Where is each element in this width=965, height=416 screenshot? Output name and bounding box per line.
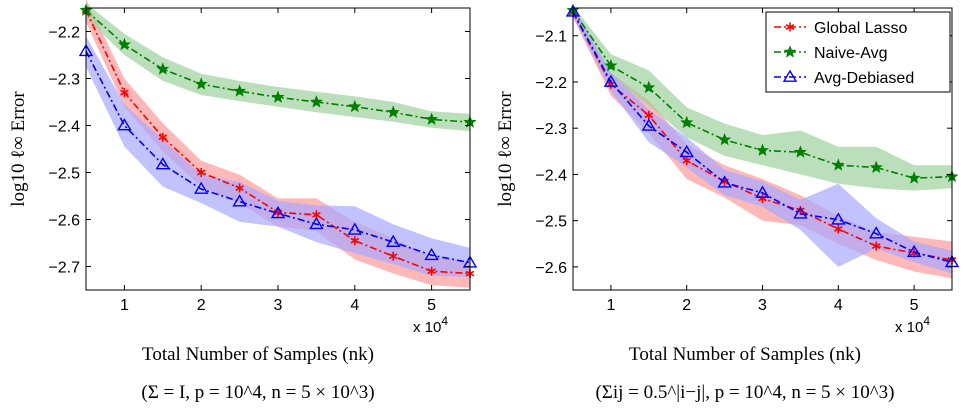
data-point-naive-avg xyxy=(233,84,247,97)
x-axis-label: Total Number of Samples (nk) xyxy=(629,344,861,365)
data-point-naive-avg xyxy=(194,77,208,90)
data-point-avg-debiased xyxy=(347,222,363,235)
data-point-global-lasso xyxy=(833,224,843,234)
confidence-band-avg-debiased xyxy=(86,36,470,277)
data-point-avg-debiased xyxy=(755,185,770,198)
series-line-avg-debiased xyxy=(85,50,471,264)
legend-marker-naive-avg xyxy=(783,45,797,58)
y-tick-label: −2.4 xyxy=(535,167,567,184)
data-point-global-lasso xyxy=(388,251,398,261)
y-tick-label: −2.7 xyxy=(48,260,80,277)
data-point-avg-debiased xyxy=(309,216,324,230)
data-point-global-lasso xyxy=(350,236,360,246)
y-tick-label: −2.2 xyxy=(48,25,80,42)
y-tick-label: −2.6 xyxy=(535,260,567,277)
confidence-band-avg-debiased xyxy=(573,5,952,274)
legend-label-avg-debiased: Avg-Debiased xyxy=(814,70,914,87)
y-tick-label: −2.3 xyxy=(535,121,567,138)
x-tick-label: 4 xyxy=(350,297,359,314)
data-point-global-lasso xyxy=(158,132,168,142)
data-point-naive-avg xyxy=(156,62,170,75)
legend-label-global-lasso: Global Lasso xyxy=(814,20,907,37)
data-point-naive-avg xyxy=(907,171,921,184)
x-tick-label: 5 xyxy=(910,297,919,314)
panel-caption: (Σij = 0.5^|i−j|, p = 10^4, n = 5 × 10^3… xyxy=(595,382,894,403)
x-tick-label: 4 xyxy=(834,297,843,314)
legend-marker-avg-debiased xyxy=(782,69,798,82)
y-tick-label: −2.3 xyxy=(48,72,80,89)
data-point-avg-debiased xyxy=(385,234,401,247)
y-tick-label: −2.5 xyxy=(48,166,80,183)
y-tick-label: −2.6 xyxy=(48,213,80,230)
data-point-avg-debiased xyxy=(641,118,657,131)
data-point-avg-debiased xyxy=(603,74,619,87)
data-point-avg-debiased xyxy=(831,212,846,225)
data-point-avg-debiased xyxy=(906,244,922,257)
data-point-naive-avg xyxy=(386,105,400,118)
data-point-global-lasso xyxy=(644,110,654,120)
data-point-avg-debiased xyxy=(793,206,808,219)
data-point-avg-debiased xyxy=(679,144,694,158)
data-point-global-lasso xyxy=(196,168,206,177)
y-axis-label: log10 ℓ∞ Error xyxy=(8,91,29,207)
x-tick-label: 3 xyxy=(758,297,767,314)
chart-panel-2: 1 2 3 4 5 −2.1 −2.2 −2.3 −2.4 −2.5 −2.6 x 104 Total … xyxy=(495,3,960,403)
y-axis-label: log10 ℓ∞ Error xyxy=(495,91,516,207)
data-point-naive-avg xyxy=(831,158,845,171)
data-point-naive-avg xyxy=(117,37,131,51)
y-tick-label: −2.1 xyxy=(535,29,567,46)
y-tick-label: −2.2 xyxy=(535,75,567,92)
data-point-global-lasso xyxy=(871,241,881,251)
data-point-naive-avg xyxy=(309,95,323,108)
data-point-naive-avg xyxy=(869,160,883,173)
legend-marker-global-lasso xyxy=(785,22,795,32)
data-point-naive-avg xyxy=(271,90,285,103)
data-point-avg-debiased xyxy=(424,247,439,261)
data-point-global-lasso xyxy=(235,183,244,193)
data-point-naive-avg xyxy=(756,143,769,156)
data-point-global-lasso xyxy=(120,88,129,98)
data-point-avg-debiased xyxy=(270,206,286,219)
data-point-avg-debiased xyxy=(193,181,209,194)
data-point-avg-debiased xyxy=(232,194,247,207)
legend-box xyxy=(765,11,951,93)
data-point-avg-debiased xyxy=(155,157,171,170)
data-point-naive-avg xyxy=(680,115,694,129)
panel-caption: (Σ = I, p = 10^4, n = 5 × 10^3) xyxy=(141,382,374,403)
data-point-naive-avg xyxy=(793,145,807,158)
data-point-global-lasso xyxy=(682,156,692,166)
x-tick-label: 5 xyxy=(427,297,436,314)
data-point-avg-debiased xyxy=(117,118,132,131)
x-tick-label: 1 xyxy=(606,297,615,314)
data-point-avg-debiased xyxy=(868,226,884,239)
data-point-naive-avg xyxy=(604,58,618,72)
y-tick-label: −2.4 xyxy=(48,119,80,136)
data-point-naive-avg xyxy=(425,112,439,125)
chart-panel-1: 1 2 3 4 5 −2.2 −2.3 −2.4 −2.5 −2.6 −2.7 x 104 Total … xyxy=(8,0,478,403)
x-axis-multiplier: x 104 xyxy=(895,314,930,336)
legend-label-naive-avg: Naive-Avg xyxy=(814,45,888,62)
x-axis-multiplier: x 104 xyxy=(413,314,448,336)
legend: Global Lasso Naive-Avg Avg-Debiased xyxy=(765,11,951,93)
data-point-global-lasso xyxy=(427,266,436,276)
x-tick-label: 1 xyxy=(120,297,129,314)
x-tick-label: 2 xyxy=(197,297,206,314)
series-line-avg-debiased xyxy=(572,11,953,264)
data-point-avg-debiased xyxy=(717,175,732,188)
x-tick-label: 2 xyxy=(682,297,691,314)
x-tick-label: 3 xyxy=(274,297,283,314)
data-point-naive-avg xyxy=(718,132,732,146)
data-point-naive-avg xyxy=(642,80,656,94)
x-axis-label: Total Number of Samples (nk) xyxy=(142,344,374,365)
y-tick-label: −2.5 xyxy=(535,214,567,231)
data-point-naive-avg xyxy=(348,99,362,113)
